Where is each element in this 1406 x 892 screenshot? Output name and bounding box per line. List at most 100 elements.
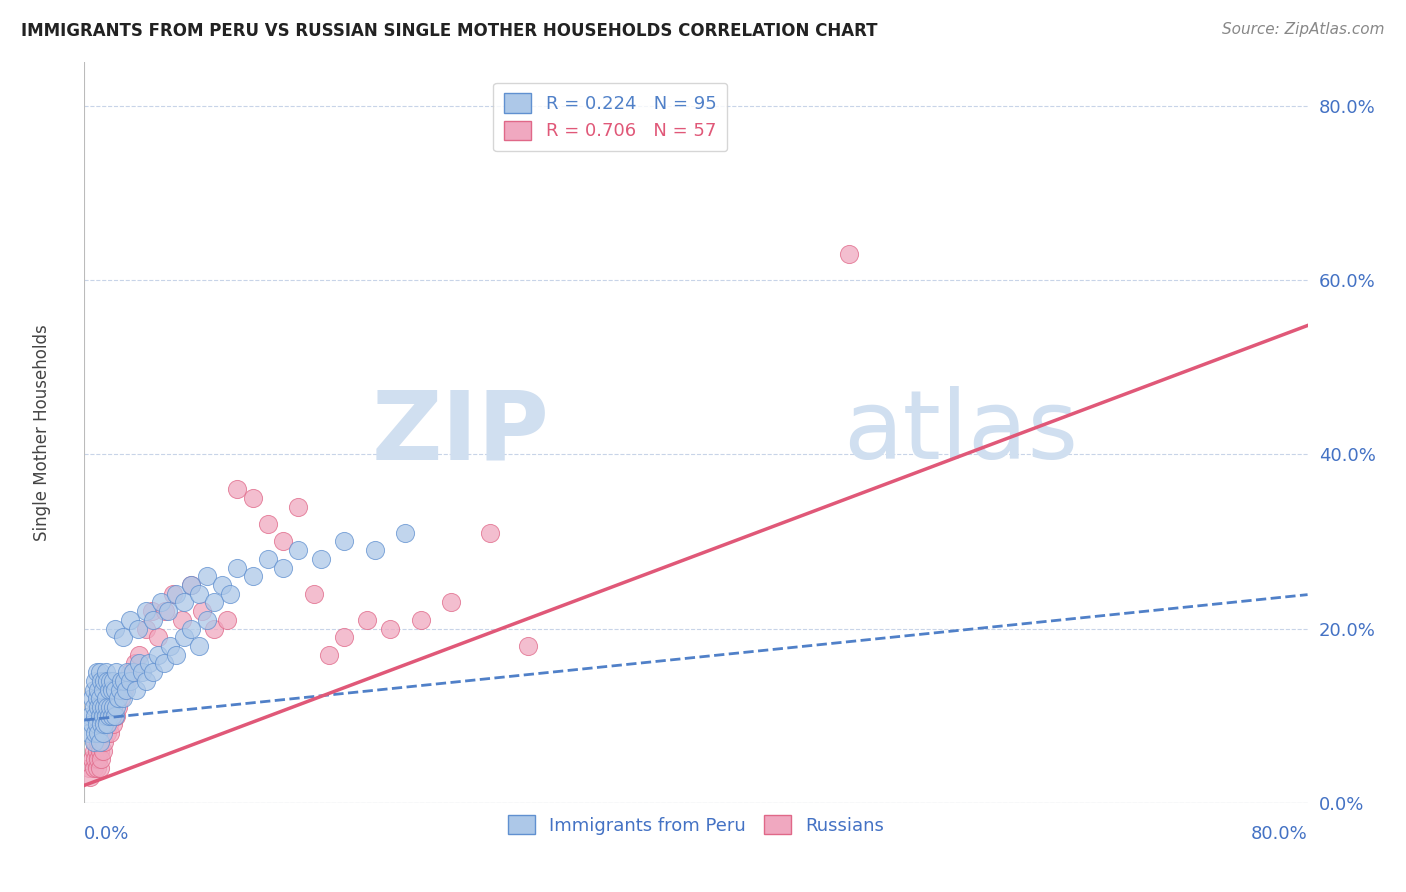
- Point: [83, 743, 105, 757]
- Point: [96, 726, 118, 740]
- Point: [120, 613, 142, 627]
- Point: [77, 761, 100, 775]
- Point: [287, 500, 309, 514]
- Point: [98, 673, 121, 688]
- Point: [84, 673, 107, 688]
- Point: [86, 665, 108, 680]
- Point: [86, 717, 108, 731]
- Point: [128, 657, 150, 671]
- Point: [104, 622, 127, 636]
- Point: [91, 743, 114, 757]
- Point: [107, 691, 129, 706]
- Point: [98, 700, 121, 714]
- Text: 0.0%: 0.0%: [84, 825, 129, 843]
- Point: [111, 630, 134, 644]
- Point: [165, 587, 187, 601]
- Point: [159, 639, 181, 653]
- Legend: Immigrants from Peru, Russians: Immigrants from Peru, Russians: [501, 807, 891, 842]
- Point: [111, 691, 134, 706]
- Point: [138, 657, 160, 671]
- Point: [180, 578, 202, 592]
- Point: [101, 708, 124, 723]
- Point: [89, 691, 111, 706]
- Point: [302, 587, 325, 601]
- Text: Source: ZipAtlas.com: Source: ZipAtlas.com: [1222, 22, 1385, 37]
- Point: [83, 682, 105, 697]
- Point: [131, 665, 153, 680]
- Point: [91, 726, 114, 740]
- Point: [94, 708, 117, 723]
- Point: [97, 682, 120, 697]
- Point: [93, 717, 115, 731]
- Point: [394, 525, 416, 540]
- Point: [103, 700, 125, 714]
- Point: [211, 578, 233, 592]
- Point: [242, 569, 264, 583]
- Point: [180, 578, 202, 592]
- Point: [103, 717, 125, 731]
- Point: [77, 726, 100, 740]
- Point: [112, 673, 135, 688]
- Point: [195, 569, 218, 583]
- Point: [409, 613, 432, 627]
- Point: [135, 622, 157, 636]
- Point: [97, 717, 120, 731]
- Point: [153, 657, 176, 671]
- Point: [356, 613, 378, 627]
- Point: [90, 717, 112, 731]
- Point: [80, 717, 103, 731]
- Point: [87, 700, 110, 714]
- Point: [110, 673, 132, 688]
- Point: [91, 708, 114, 723]
- Point: [380, 622, 402, 636]
- Point: [202, 595, 225, 609]
- Point: [257, 552, 280, 566]
- Point: [180, 622, 202, 636]
- Point: [364, 543, 387, 558]
- Point: [122, 665, 145, 680]
- Point: [103, 673, 125, 688]
- Point: [87, 735, 110, 749]
- Point: [104, 708, 127, 723]
- Point: [96, 717, 118, 731]
- Point: [124, 657, 146, 671]
- Point: [107, 700, 129, 714]
- Point: [271, 534, 294, 549]
- Text: Single Mother Households: Single Mother Households: [32, 325, 51, 541]
- Point: [79, 708, 101, 723]
- Point: [94, 665, 117, 680]
- Point: [83, 761, 105, 775]
- Point: [86, 761, 108, 775]
- Point: [83, 735, 105, 749]
- Text: IMMIGRANTS FROM PERU VS RUSSIAN SINGLE MOTHER HOUSEHOLDS CORRELATION CHART: IMMIGRANTS FROM PERU VS RUSSIAN SINGLE M…: [21, 22, 877, 40]
- Point: [195, 613, 218, 627]
- Point: [120, 665, 142, 680]
- Point: [478, 525, 501, 540]
- Point: [173, 595, 195, 609]
- Point: [84, 708, 107, 723]
- Point: [142, 665, 165, 680]
- Point: [83, 700, 105, 714]
- Point: [84, 752, 107, 766]
- Point: [89, 761, 111, 775]
- Point: [172, 613, 194, 627]
- Point: [242, 491, 264, 505]
- Point: [135, 673, 157, 688]
- Point: [104, 682, 127, 697]
- Point: [87, 752, 110, 766]
- Point: [333, 534, 356, 549]
- Point: [135, 604, 157, 618]
- Point: [188, 639, 211, 653]
- Point: [98, 726, 121, 740]
- Text: 80.0%: 80.0%: [1251, 825, 1308, 843]
- Point: [287, 543, 309, 558]
- Point: [115, 673, 138, 688]
- Point: [96, 673, 118, 688]
- Point: [105, 665, 128, 680]
- Point: [86, 691, 108, 706]
- Point: [89, 735, 111, 749]
- Point: [146, 630, 169, 644]
- Point: [202, 622, 225, 636]
- Point: [84, 735, 107, 749]
- Point: [94, 717, 117, 731]
